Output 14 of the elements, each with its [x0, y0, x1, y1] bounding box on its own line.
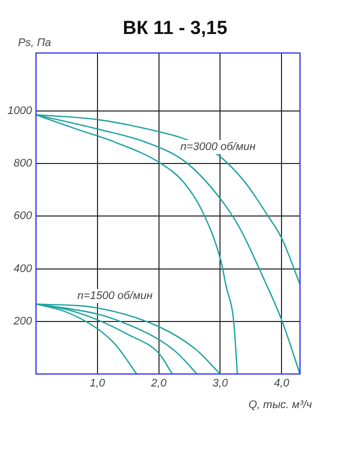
x-tick-label: 3,0 — [212, 378, 229, 390]
x-tick-label: 4,0 — [274, 378, 290, 390]
annotation: n=3000 об/мин — [180, 141, 256, 154]
y-tick-label: 400 — [14, 262, 33, 275]
y-tick-label: 1000 — [8, 104, 33, 117]
x-axis-title: Q, тыс. м³/ч — [248, 399, 312, 412]
annotation: n=1500 об/мин — [77, 290, 153, 302]
x-tick-label: 1,0 — [90, 378, 106, 390]
y-tick-label: 800 — [14, 158, 33, 170]
y-tick-label: 600 — [14, 210, 33, 222]
y-axis-title: Ps, Па — [18, 37, 52, 50]
chart-title: ВК 11 - 3,15 — [122, 18, 228, 40]
y-tick-label: 200 — [12, 315, 33, 328]
x-tick-label: 2,0 — [150, 378, 168, 390]
